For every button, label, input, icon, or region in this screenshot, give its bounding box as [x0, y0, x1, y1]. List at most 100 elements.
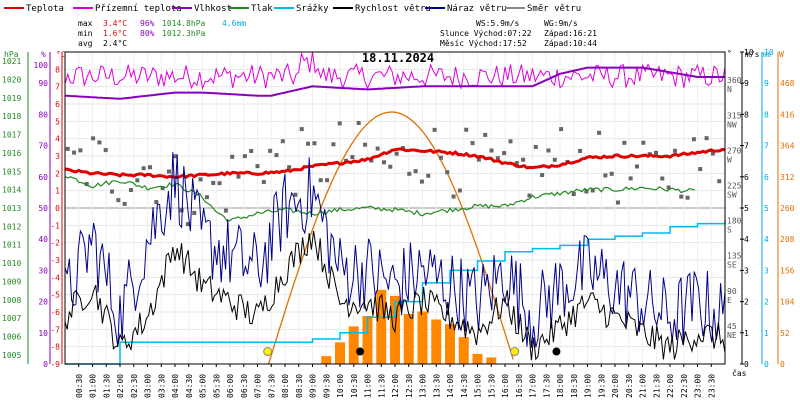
- series-wind-speed: [64, 230, 726, 361]
- solar-bar: [362, 316, 373, 364]
- chart-title: 18.11.2024: [362, 51, 434, 65]
- wind-direction-point: [710, 151, 715, 156]
- wind-direction-point: [540, 173, 545, 178]
- time-tick-label: 23:00: [694, 374, 703, 398]
- hpa-tick-label: 1008: [2, 296, 21, 305]
- wind-direction-point: [356, 120, 361, 125]
- time-tick-label: 07:30: [267, 374, 276, 398]
- wind-direction-point: [571, 192, 576, 197]
- wind-direction-point: [666, 185, 671, 190]
- time-tick-label: 14:30: [460, 374, 469, 398]
- ms-tick-label: 0: [744, 360, 749, 369]
- ms-axis-label: m/s: [745, 50, 760, 59]
- wind-direction-point: [559, 127, 564, 132]
- legend-prizemni-teplota: Přízemní teplota: [95, 4, 182, 14]
- wind-direction-point: [388, 164, 393, 169]
- pct-tick-label: 40: [38, 235, 48, 244]
- w-axis-label: W: [779, 50, 784, 59]
- hpa-tick-label: 1005: [2, 351, 21, 360]
- mm-tick-label: 5: [764, 204, 769, 213]
- wind-direction-point: [350, 155, 355, 160]
- time-tick-label: 12:30: [405, 374, 414, 398]
- hpa-tick-label: 1018: [2, 112, 21, 121]
- wind-direction-point: [679, 194, 684, 199]
- w-tick-label: 416: [780, 110, 795, 119]
- info-ws: WS:5.9m/s: [476, 19, 520, 28]
- pct-tick-label: 20: [38, 298, 48, 307]
- wind-direction-point: [584, 189, 589, 194]
- wind-direction-point: [363, 142, 368, 147]
- time-tick-label: 19:30: [597, 374, 606, 398]
- time-tick-label: 04:00: [171, 374, 180, 398]
- wind-direction-point: [426, 173, 431, 178]
- wind-direction-point: [160, 186, 165, 191]
- wind-direction-point: [616, 200, 621, 205]
- stat-max-rain: 4.6mm: [222, 19, 246, 28]
- time-tick-label: 18:00: [556, 374, 565, 398]
- wind-direction-point: [457, 188, 462, 193]
- axis-unit-labels: hPa % °C ° m/s mm W čas: [4, 49, 784, 378]
- wind-direction-point: [217, 181, 222, 186]
- stat-min-temp: 1.6°C: [103, 29, 127, 38]
- wind-direction-point: [287, 165, 292, 170]
- wind-direction-point: [110, 189, 115, 194]
- pct-axis-label: %: [41, 50, 46, 59]
- wind-direction-point: [597, 130, 602, 135]
- w-tick-label: 52: [780, 329, 790, 338]
- solar-bar: [335, 342, 345, 364]
- wind-direction-point: [476, 157, 481, 162]
- wind-direction-point: [211, 180, 216, 185]
- pct-tick-label: 70: [38, 142, 48, 151]
- wind-direction-point: [122, 201, 127, 206]
- time-tick-label: 18:30: [570, 374, 579, 398]
- wind-direction-point: [685, 195, 690, 200]
- time-tick-label: 13:00: [419, 374, 428, 398]
- mm-tick-label: 1: [764, 329, 769, 338]
- wind-direction-point: [147, 165, 152, 170]
- w-tick-label: 468: [780, 79, 795, 88]
- dir-tick-label: 180: [727, 217, 742, 226]
- time-tick-label: 23:30: [707, 374, 716, 398]
- time-tick-label: 11:30: [377, 374, 386, 398]
- time-tick-label: 22:00: [666, 374, 675, 398]
- wind-direction-point: [628, 176, 633, 181]
- wind-direction-point: [204, 195, 209, 200]
- stat-min-press: 1012.3hPa: [162, 29, 206, 38]
- wind-direction-point: [185, 222, 190, 227]
- legend-naraz-vetru: Náraz větru: [447, 4, 507, 14]
- solar-bar: [431, 319, 442, 364]
- time-tick-label: 03:30: [157, 374, 166, 398]
- mm-tick-label: 10: [764, 48, 774, 57]
- pct-tick-label: 80: [38, 110, 48, 119]
- c-tick-label: -4: [50, 273, 60, 282]
- wind-direction-point: [129, 188, 133, 193]
- info-moon-set: Západ:10:44: [544, 39, 597, 48]
- legend-tlak: Tlak: [251, 4, 273, 14]
- info-wg: WG:9m/s: [544, 19, 578, 28]
- time-tick-label: 13:30: [432, 374, 441, 398]
- wind-direction-point: [432, 127, 437, 132]
- time-tick-label: 03:00: [144, 374, 153, 398]
- w-tick-label: 260: [780, 204, 795, 213]
- stat-max-label: max: [78, 19, 93, 28]
- mm-axis-label: mm: [761, 50, 771, 59]
- time-tick-label: 12:00: [391, 374, 400, 398]
- time-tick-label: 05:00: [199, 374, 208, 398]
- dir-tick-label: 360: [727, 76, 742, 85]
- stat-min-label: min: [78, 29, 93, 38]
- time-tick-label: 02:30: [130, 374, 139, 398]
- wind-direction-point: [521, 157, 526, 162]
- wind-direction-point: [546, 148, 551, 153]
- time-tick-label: 21:30: [652, 374, 661, 398]
- legend-srazky: Srážky: [296, 4, 329, 14]
- wind-direction-point: [135, 178, 140, 183]
- wind-direction-point: [691, 137, 696, 142]
- time-tick-label: 20:30: [625, 374, 634, 398]
- wind-direction-point: [242, 154, 247, 159]
- series-pressure: [64, 176, 695, 222]
- info-block: WS:5.9m/s WG:9m/s Slunce Východ:07:22 Zá…: [440, 19, 597, 48]
- wind-direction-point: [318, 178, 323, 183]
- time-tick-label: 15:00: [474, 374, 483, 398]
- hpa-tick-label: 1017: [2, 131, 21, 140]
